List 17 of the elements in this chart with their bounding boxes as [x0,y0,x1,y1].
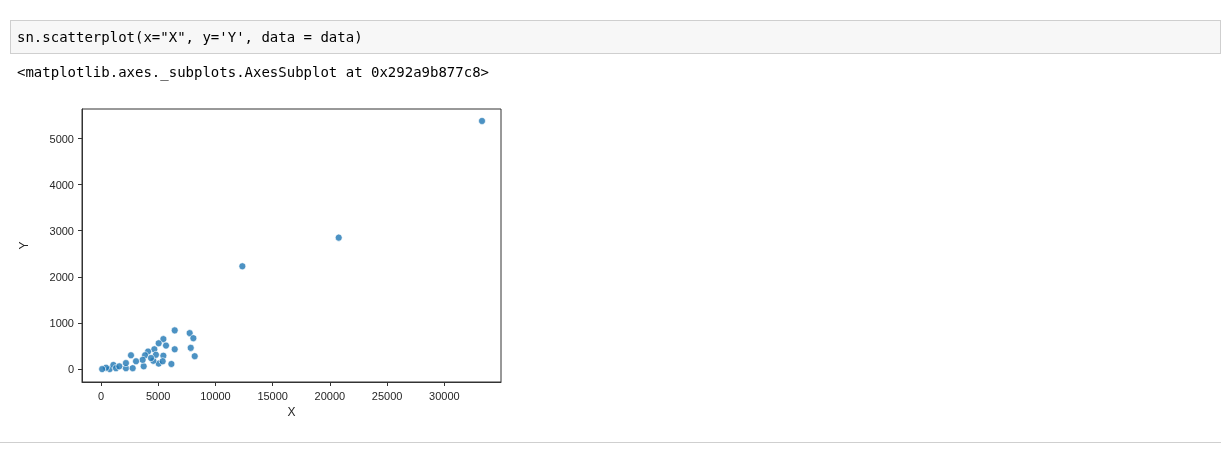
x-tick-label: 15000 [257,389,288,402]
y-axis-title: Y [17,241,31,250]
x-tick-label: 20000 [314,389,346,402]
x-tick-label: 0 [97,389,105,402]
y-tick-label: 1000 [49,316,74,329]
y-tick-label: 2000 [49,270,74,283]
x-tick-label: 30000 [429,389,460,402]
text: sn.scatterplot(x="X", y='Y', data = data) [10,20,1221,54]
y-tick-label: 4000 [49,178,74,191]
y-tick-label: 0 [67,363,74,376]
y-tick-label: 3000 [49,224,74,237]
x-tick-label: 5000 [145,389,171,402]
x-tick-label: 25000 [371,389,403,402]
text: <matplotlib.axes._subplots.AxesSubplot at 0x292a9b877c8> [17,64,490,80]
x-axis-title: X [287,404,296,419]
y-tick-label: 5000 [49,132,74,145]
x-tick-label: 10000 [200,389,231,402]
